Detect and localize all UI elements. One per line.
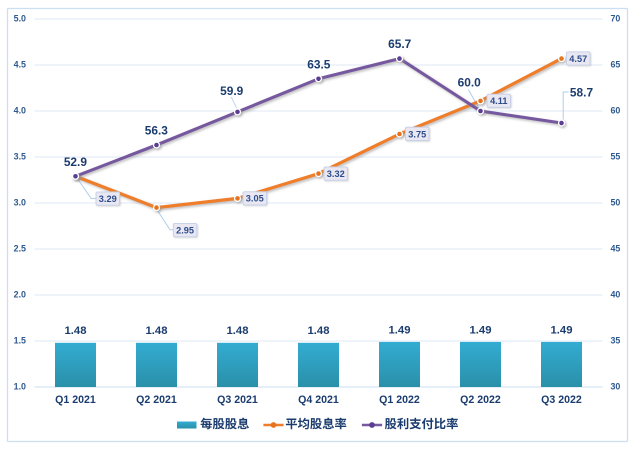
svg-text:3.05: 3.05 [246, 194, 264, 204]
svg-text:Q3 2022: Q3 2022 [541, 394, 582, 406]
svg-text:1.49: 1.49 [551, 324, 573, 336]
svg-text:1.48: 1.48 [146, 325, 168, 337]
svg-text:1.49: 1.49 [470, 324, 492, 336]
svg-text:3.75: 3.75 [408, 129, 426, 139]
svg-text:45: 45 [611, 243, 621, 253]
svg-text:56.3: 56.3 [145, 123, 169, 137]
svg-text:Q4 2021: Q4 2021 [298, 394, 339, 406]
svg-text:1.49: 1.49 [389, 324, 411, 336]
svg-text:52.9: 52.9 [64, 155, 88, 169]
svg-text:Q1 2022: Q1 2022 [379, 394, 420, 406]
svg-text:30: 30 [611, 381, 621, 391]
svg-text:3.0: 3.0 [14, 197, 26, 207]
svg-text:Q2 2021: Q2 2021 [136, 394, 177, 406]
svg-text:5.0: 5.0 [14, 13, 26, 23]
svg-text:2.95: 2.95 [176, 226, 194, 236]
svg-text:55: 55 [611, 151, 621, 161]
svg-text:3.5: 3.5 [14, 151, 26, 161]
svg-text:58.7: 58.7 [570, 86, 594, 100]
svg-text:Q1 2021: Q1 2021 [55, 394, 96, 406]
svg-text:1.48: 1.48 [227, 325, 249, 337]
svg-text:35: 35 [611, 335, 621, 345]
svg-text:2.5: 2.5 [14, 243, 26, 253]
svg-text:40: 40 [611, 289, 621, 299]
svg-text:3.29: 3.29 [99, 194, 117, 204]
svg-text:59.9: 59.9 [220, 84, 244, 98]
svg-text:63.5: 63.5 [307, 58, 331, 72]
svg-text:3.32: 3.32 [327, 169, 345, 179]
svg-text:50: 50 [611, 197, 621, 207]
svg-text:4.57: 4.57 [569, 54, 587, 64]
svg-text:60: 60 [611, 105, 621, 115]
svg-text:4.11: 4.11 [490, 96, 507, 106]
svg-text:4.5: 4.5 [14, 59, 26, 69]
svg-text:4.0: 4.0 [14, 105, 26, 115]
svg-text:70: 70 [611, 13, 621, 23]
svg-text:1.48: 1.48 [308, 325, 330, 337]
svg-text:2.0: 2.0 [14, 289, 26, 299]
svg-text:1.0: 1.0 [14, 381, 26, 391]
svg-text:65: 65 [611, 59, 621, 69]
svg-text:Q2 2022: Q2 2022 [460, 394, 501, 406]
svg-text:65.7: 65.7 [388, 37, 412, 51]
svg-text:1.48: 1.48 [65, 325, 87, 337]
svg-text:1.5: 1.5 [14, 335, 26, 345]
svg-text:Q3 2021: Q3 2021 [217, 394, 258, 406]
svg-text:60.0: 60.0 [458, 76, 482, 90]
